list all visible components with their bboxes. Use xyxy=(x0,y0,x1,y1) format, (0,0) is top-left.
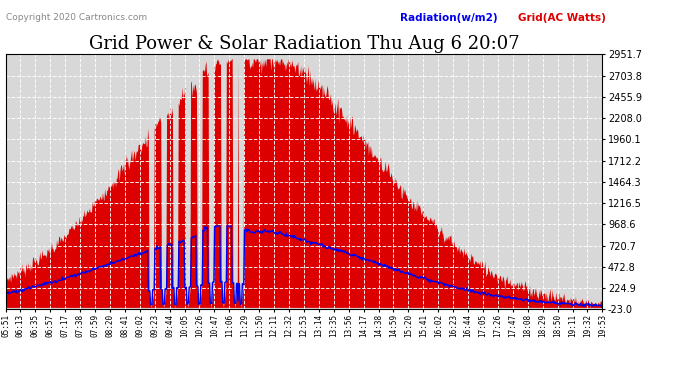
Text: Radiation(w/m2): Radiation(w/m2) xyxy=(400,13,497,23)
Title: Grid Power & Solar Radiation Thu Aug 6 20:07: Grid Power & Solar Radiation Thu Aug 6 2… xyxy=(88,35,520,53)
Text: Copyright 2020 Cartronics.com: Copyright 2020 Cartronics.com xyxy=(6,13,147,22)
Text: Grid(AC Watts): Grid(AC Watts) xyxy=(518,13,605,23)
